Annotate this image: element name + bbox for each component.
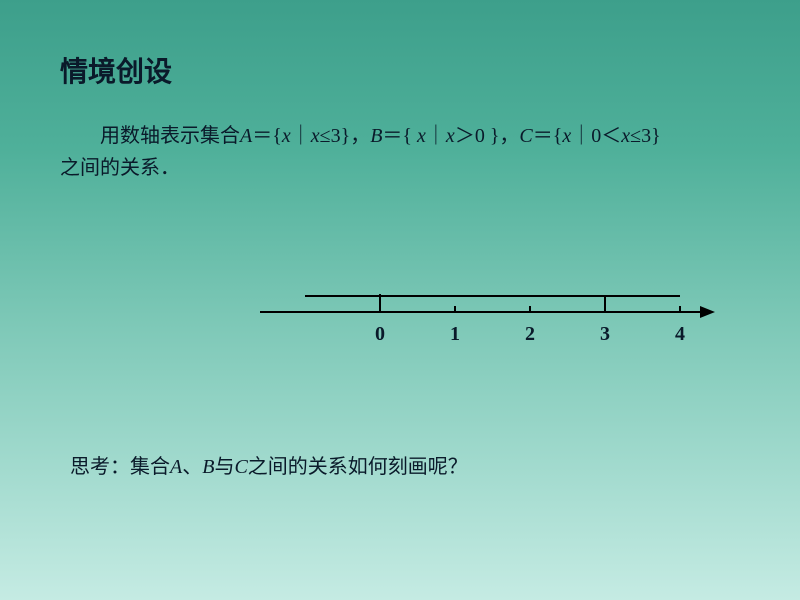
eq: ＝ <box>252 125 272 147</box>
svg-text:0: 0 <box>375 323 385 345</box>
brace-close: } <box>490 125 500 147</box>
set-a-name: A <box>240 125 252 147</box>
var-x: x <box>621 125 630 147</box>
var-x: x <box>417 125 426 147</box>
var-x: x <box>562 125 571 147</box>
brace-close: } <box>341 125 351 147</box>
bar: ｜ <box>426 125 446 147</box>
op: ＜ <box>601 125 621 147</box>
var-x: x <box>311 125 320 147</box>
number-line-svg: 0 1 2 3 4 <box>260 268 720 358</box>
eq: ＝ <box>533 125 553 147</box>
eq: ＝ <box>382 125 402 147</box>
comma: ， <box>350 125 370 147</box>
section-title: 情境创设 <box>60 50 172 90</box>
svg-text:2: 2 <box>525 323 535 345</box>
val: 0 <box>591 125 601 147</box>
var-x: x <box>446 125 455 147</box>
thinking-question: 思考：集合A、B与C之间的关系如何刻画呢？ <box>70 450 468 479</box>
q-set-a: A <box>170 456 182 478</box>
q-sep: 与 <box>214 456 234 478</box>
q-sep: 、 <box>182 456 202 478</box>
bar: ｜ <box>571 125 591 147</box>
problem-tail: 之间的关系． <box>60 157 180 179</box>
op: ＞ <box>455 125 475 147</box>
set-c-name: C <box>519 125 532 147</box>
svg-text:4: 4 <box>675 323 685 345</box>
problem-prefix: 用数轴表示集合 <box>100 125 240 147</box>
val: 0 <box>475 125 490 147</box>
brace-open: { <box>553 125 563 147</box>
val: 3 <box>641 125 651 147</box>
q-tail: 之间的关系如何刻画呢？ <box>248 456 468 478</box>
problem-statement: 用数轴表示集合A＝{x｜x≤3}，B＝{ x｜x＞0 }，C＝{x｜0＜x≤3}… <box>60 120 760 184</box>
op: ≤ <box>320 125 331 147</box>
number-line-diagram: 0 1 2 3 4 <box>260 268 720 358</box>
svg-text:1: 1 <box>450 323 460 345</box>
q-set-c: C <box>234 456 247 478</box>
brace-close: } <box>651 125 661 147</box>
op: ≤ <box>630 125 641 147</box>
svg-text:3: 3 <box>600 323 610 345</box>
set-b-name: B <box>370 125 382 147</box>
q-prefix: 思考：集合 <box>70 456 170 478</box>
val: 3 <box>331 125 341 147</box>
comma: ， <box>499 125 519 147</box>
bar: ｜ <box>291 125 311 147</box>
brace-open: { <box>272 125 282 147</box>
brace-open: { <box>402 125 417 147</box>
q-set-b: B <box>202 456 214 478</box>
var-x: x <box>282 125 291 147</box>
